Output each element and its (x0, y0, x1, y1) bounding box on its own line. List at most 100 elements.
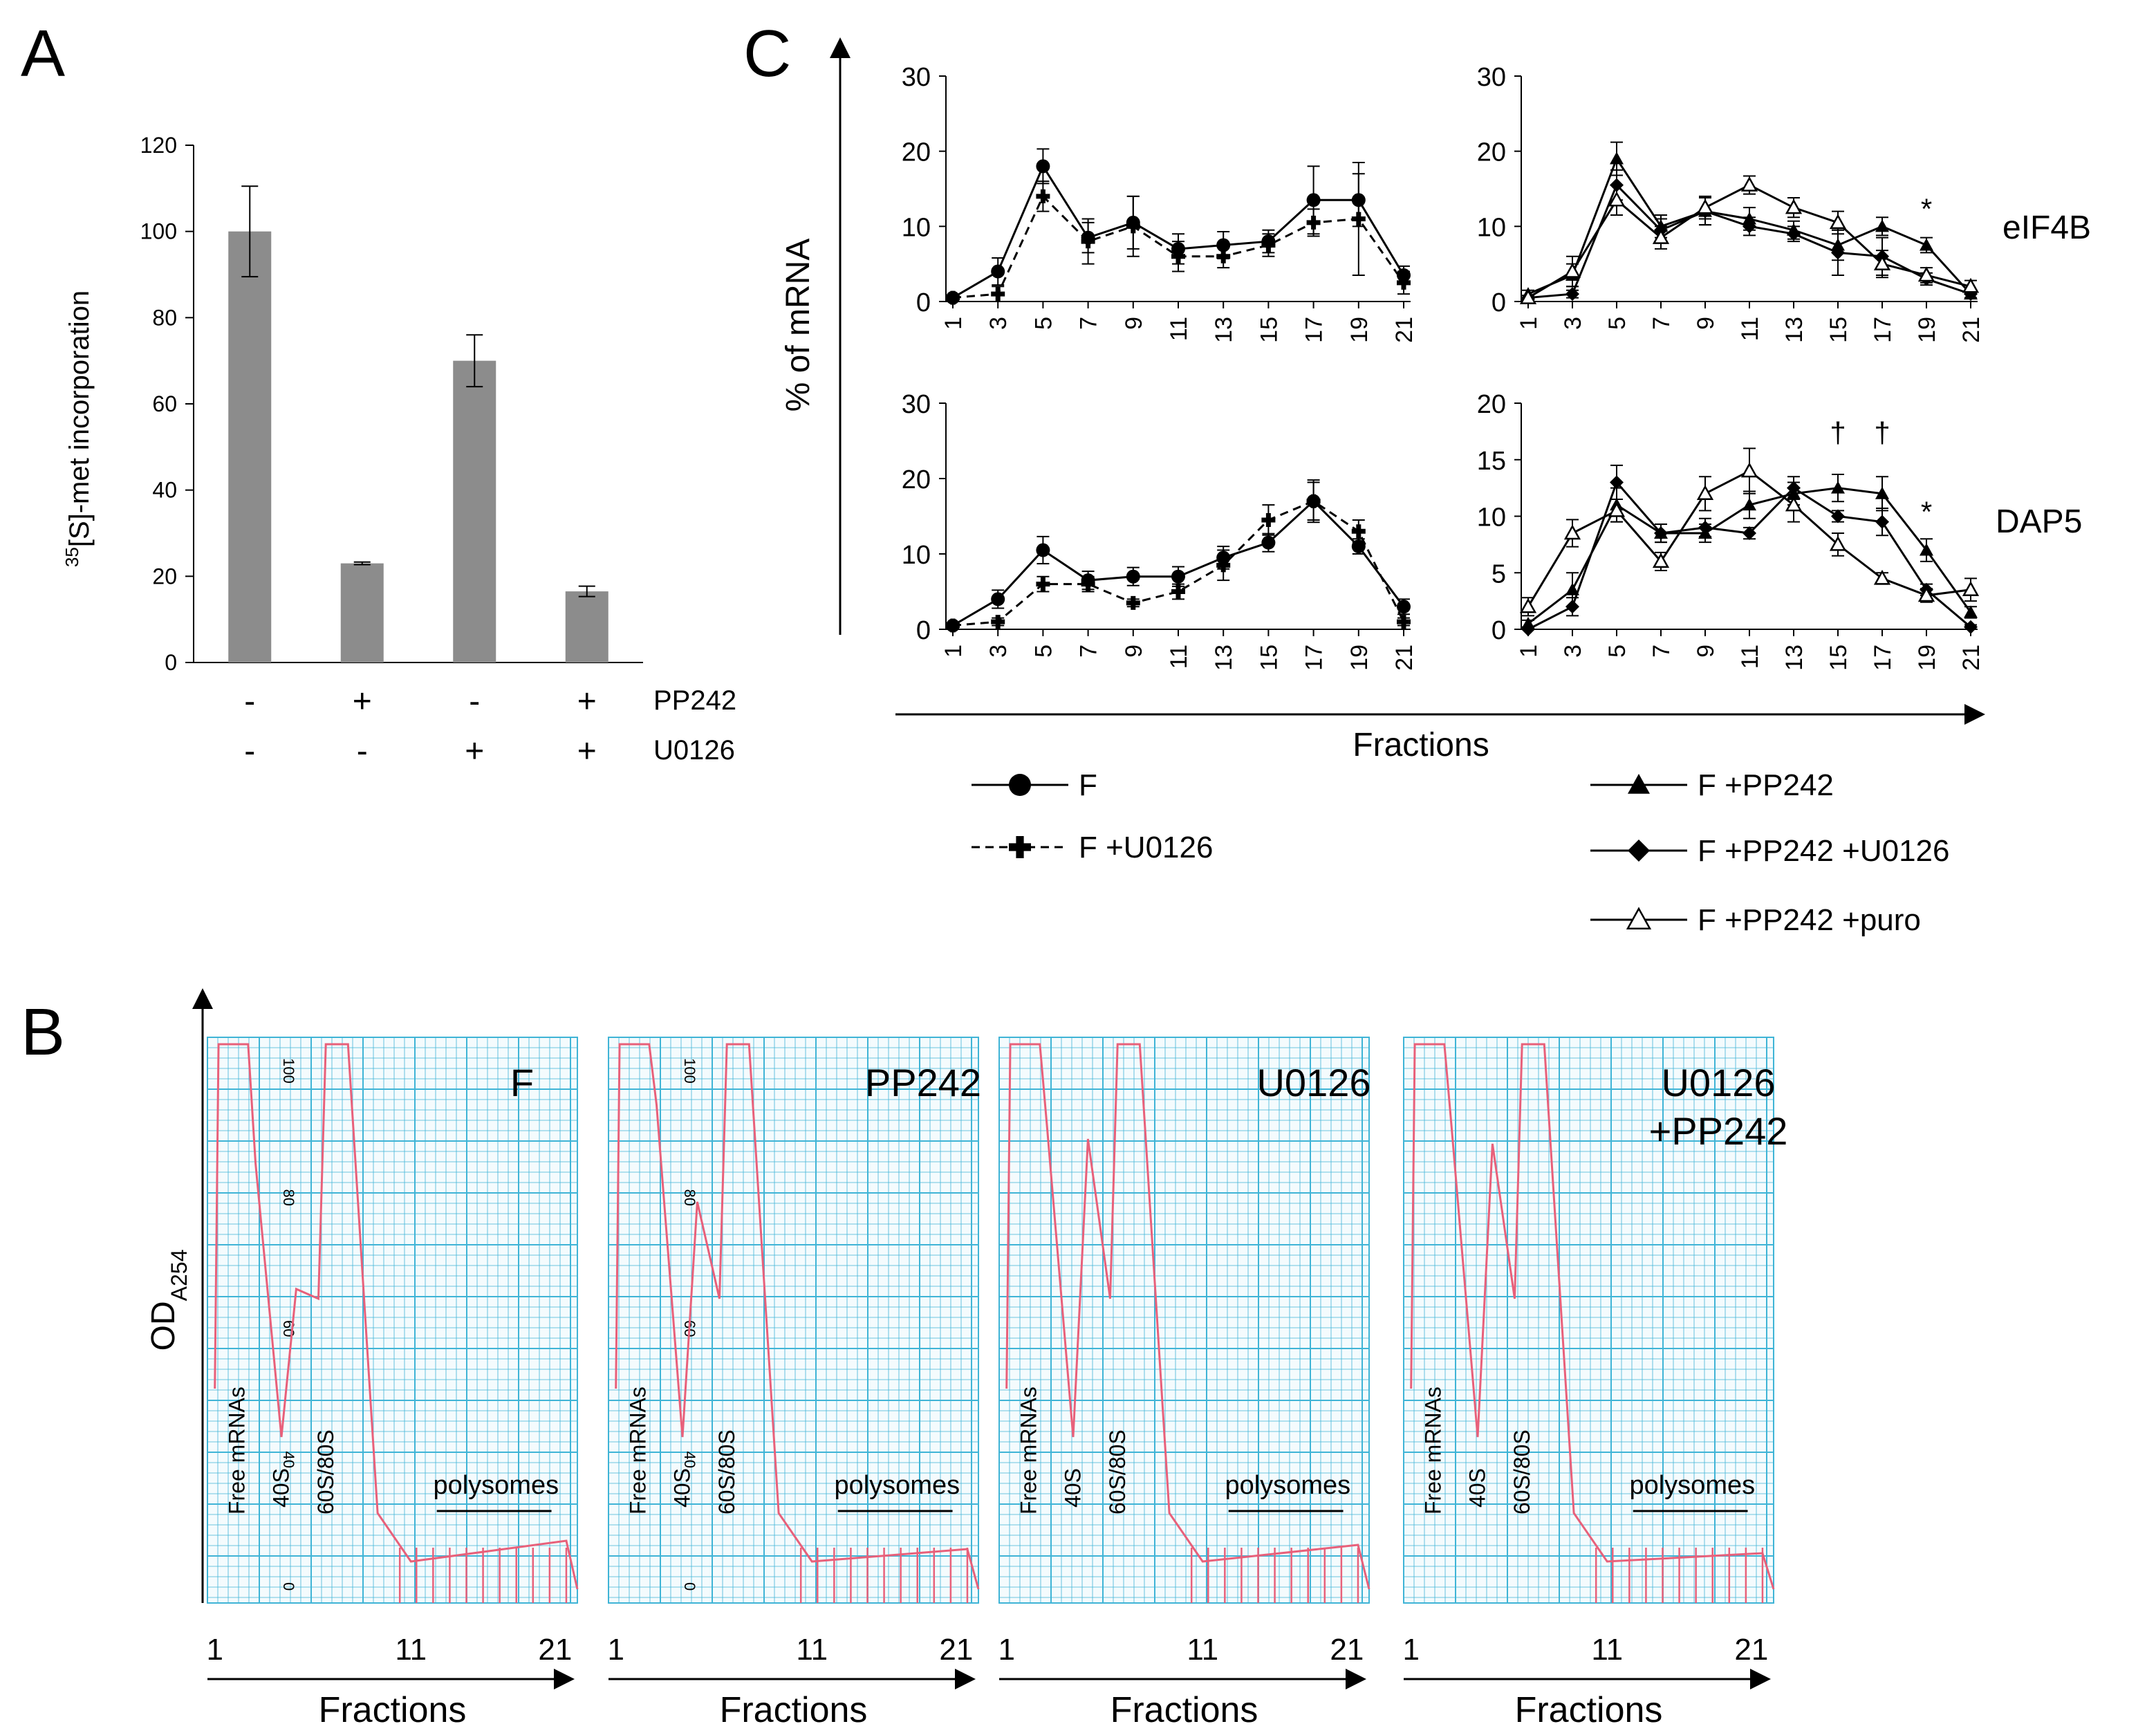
grid-number: 40 (681, 1452, 698, 1468)
a-condition-label-pp242: PP242 (653, 685, 736, 716)
marker-circle (1171, 569, 1185, 584)
subplot-x-tick-label: 7 (1076, 645, 1102, 658)
significance-mark: * (1921, 496, 1932, 528)
subplot-y-tick-label: 0 (916, 616, 931, 645)
label-free-mrnas: Free mRNAs (626, 1387, 651, 1514)
subplot-y-tick-label: 0 (1491, 616, 1506, 645)
label-40s: 40S (1465, 1468, 1490, 1508)
subplot-x-tick-label: 15 (1256, 645, 1282, 671)
series-f-u0126 (946, 481, 1411, 633)
marker-diamond (1831, 509, 1845, 523)
marker-plus (1036, 577, 1050, 591)
panel-a-y-axis-label-text: [S]-met incorporation (64, 290, 95, 547)
absorbance-trace (615, 1043, 980, 1590)
marker-circle (1397, 600, 1411, 614)
series-f-pp242-puro (1519, 175, 1980, 304)
profile-x-tick-label: 11 (796, 1633, 828, 1667)
chart-paper (207, 1037, 578, 1604)
marker-circle (1126, 569, 1140, 584)
profile-title: +PP242 (1649, 1109, 1788, 1153)
subplot-y-tick-label: 20 (1477, 138, 1506, 167)
panel-c-letter: C (743, 17, 791, 91)
marker-triangle-open (1696, 198, 1714, 214)
marker-triangle (1920, 238, 1933, 251)
subplot-x-tick-label: 21 (1958, 645, 1985, 671)
a-condition-label-u0126: U0126 (653, 735, 735, 766)
marker-plus (1351, 524, 1366, 539)
profile-x-axis-label: Fractions (1515, 1690, 1663, 1730)
profile-x-tick-label: 1 (1402, 1633, 1419, 1667)
marker-plus (1171, 249, 1185, 263)
subplot-x-tick-label: 15 (1825, 645, 1852, 671)
row-label-eif4b: eIF4B (2002, 210, 2091, 246)
marker-plus (1397, 275, 1411, 290)
marker-triangle-open (1626, 907, 1652, 930)
marker-diamond (1654, 526, 1668, 541)
panel-b-y-axis-label-text: OD (145, 1301, 182, 1351)
marker-triangle (1875, 219, 1889, 232)
series-line (952, 164, 1405, 299)
label-60s-80s: 60S/80S (1509, 1429, 1534, 1514)
marker-diamond (1610, 475, 1624, 490)
subplot-x-tick-label: 19 (1346, 645, 1373, 671)
series-line (952, 499, 1405, 627)
profile-title: F (510, 1061, 534, 1104)
marker-plus (1306, 215, 1321, 230)
panel-c-x-axis-label: Fractions (1353, 727, 1489, 763)
subplot-y-tick-label: 10 (1477, 213, 1506, 242)
absorbance-trace (1005, 1043, 1370, 1590)
a-condition-sign: - (244, 733, 255, 770)
subplot-y-tick-label: 20 (902, 465, 931, 494)
a-y-tick-label: 100 (140, 219, 177, 244)
marker-plus (1081, 234, 1095, 249)
subplot-y-tick-label: 10 (1477, 503, 1506, 532)
label-polysomes: polysomes (834, 1471, 960, 1500)
subplot-y-tick-label: 0 (1491, 288, 1506, 317)
subplot-x-tick-label: 1 (1516, 317, 1542, 330)
profile-x-tick-label: 11 (1187, 1633, 1218, 1667)
subplot-x-tick-label: 11 (1166, 645, 1192, 669)
profile-x-tick-label: 1 (206, 1633, 223, 1667)
grid-number: 100 (280, 1058, 297, 1084)
legend-item-f: F (972, 768, 1097, 802)
a-y-tick-label: 60 (152, 391, 177, 416)
marker-triangle-open (1652, 229, 1670, 244)
a-bar-1 (228, 231, 272, 663)
panel-c-line-charts: C % of mRNA Fractions eIF4B DAP5 0102030… (743, 17, 2091, 937)
panel-b-y-axis-label: ODA254 (145, 1250, 192, 1351)
marker-triangle (1831, 481, 1845, 494)
marker-diamond (1521, 622, 1535, 636)
marker-diamond (1698, 520, 1712, 535)
marker-diamond (1628, 840, 1650, 862)
subplot-x-tick-label: 7 (1648, 645, 1675, 658)
a-y-tick-label: 40 (152, 478, 177, 503)
label-free-mrnas: Free mRNAs (1421, 1387, 1446, 1514)
marker-triangle (1628, 774, 1650, 794)
panel-a-plot-area: 0 20 40 60 80 100 120 - + - + PP242 - - + + U0126 (140, 133, 737, 770)
subplot-y-tick-label: 30 (1477, 63, 1506, 92)
marker-diamond (1875, 515, 1889, 529)
profile-x-tick-label: 11 (395, 1633, 427, 1667)
significance-mark: * (1921, 192, 1932, 225)
row-label-dap5: DAP5 (1996, 503, 2082, 540)
series-f-pp242-u0126 (1521, 464, 1978, 636)
profile-x-tick-label: 1 (998, 1633, 1014, 1667)
marker-plus (1081, 577, 1095, 591)
subplot-x-tick-label: 21 (1391, 317, 1418, 343)
marker-plus (1216, 249, 1231, 263)
subplot-x-tick-label: 5 (1604, 645, 1630, 658)
subplot-x-tick-label: 15 (1256, 317, 1282, 343)
panel-b-y-axis-label-subscript: A254 (167, 1250, 192, 1301)
subplot-x-tick-label: 7 (1076, 317, 1102, 330)
legend-item-f-pp242: F +PP242 (1590, 768, 1834, 802)
subplot-x-tick-label: 1 (1516, 645, 1542, 658)
marker-triangle-open (1519, 288, 1537, 304)
marker-triangle (1743, 498, 1756, 511)
subplot-x-tick-label: 11 (1737, 317, 1763, 341)
marker-plus (1126, 219, 1140, 234)
subplot-x-tick-label: 9 (1121, 645, 1147, 658)
